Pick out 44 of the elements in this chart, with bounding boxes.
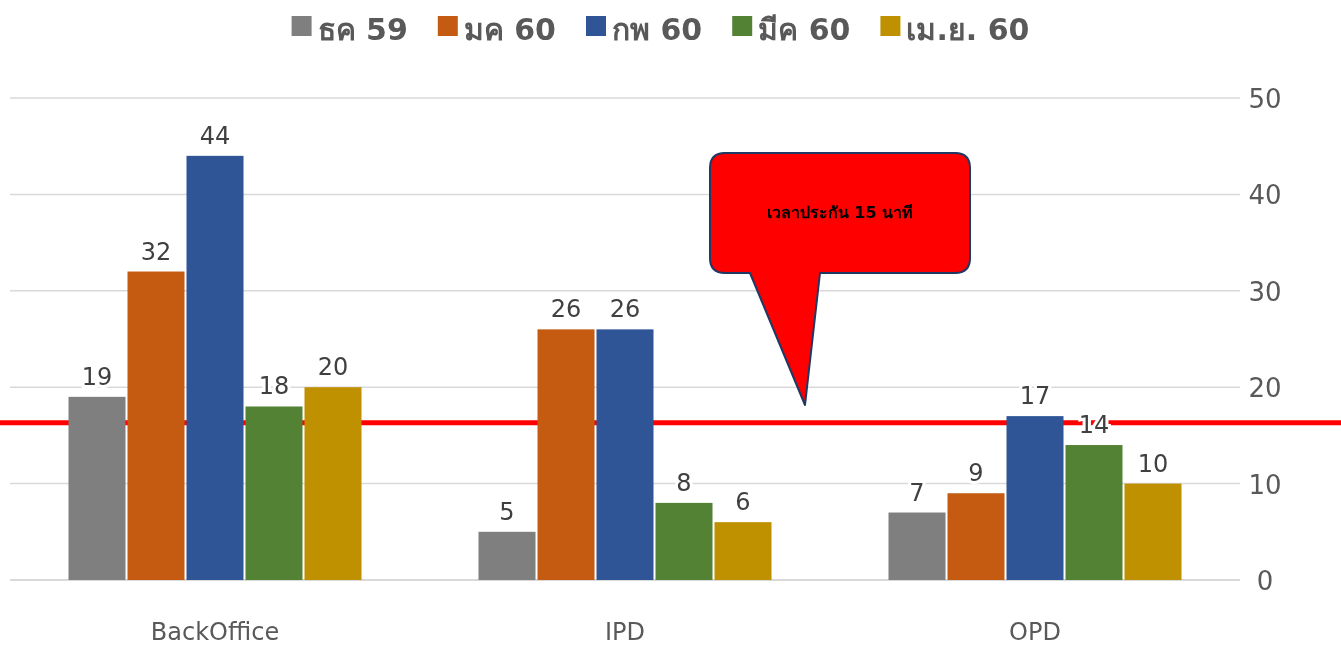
legend-label: เม.ย. 60 [906, 12, 1030, 47]
data-label: 19 [81, 362, 113, 391]
legend-label: ธค 59 [317, 12, 408, 47]
bar [947, 493, 1005, 580]
bar [714, 522, 772, 580]
y-tick-label: 0 [1256, 566, 1274, 596]
bar [127, 271, 185, 580]
bar [478, 531, 536, 580]
bar [888, 512, 946, 580]
data-label: 6 [735, 488, 751, 517]
bar [68, 396, 126, 580]
bar [245, 406, 303, 580]
y-tick-label: 10 [1248, 469, 1282, 500]
y-tick-label: 40 [1248, 180, 1282, 211]
bar [186, 155, 244, 580]
data-label: 18 [258, 372, 290, 401]
bar [655, 502, 713, 580]
y-tick-label: 50 [1248, 84, 1282, 114]
bar [596, 329, 654, 580]
data-label: 8 [676, 468, 692, 497]
bar [304, 387, 362, 580]
bar [1065, 445, 1123, 580]
data-label: 7 [909, 478, 925, 507]
legend-label: มีค 60 [758, 12, 851, 47]
data-label: 9 [968, 459, 984, 488]
data-label: 26 [550, 295, 582, 324]
data-label: 26 [609, 295, 641, 324]
bar [537, 329, 595, 580]
x-tick-label: BackOffice [150, 618, 280, 646]
data-label: 5 [499, 497, 515, 526]
y-tick-label: 20 [1248, 373, 1282, 404]
x-tick-label: IPD [604, 618, 646, 646]
data-label: 32 [140, 237, 172, 266]
legend-label: กพ 60 [612, 12, 703, 47]
data-label: 17 [1019, 382, 1051, 411]
data-label: 20 [317, 353, 349, 382]
bar [1006, 416, 1064, 580]
legend-label: มค 60 [463, 12, 556, 47]
y-tick-label: 30 [1248, 276, 1282, 307]
data-label: 44 [199, 121, 231, 150]
x-tick-label: OPD [1009, 618, 1061, 646]
bar [1124, 483, 1182, 580]
annotation: เวลาประกัน 15 นาที [766, 203, 914, 222]
data-label: 10 [1137, 449, 1169, 478]
